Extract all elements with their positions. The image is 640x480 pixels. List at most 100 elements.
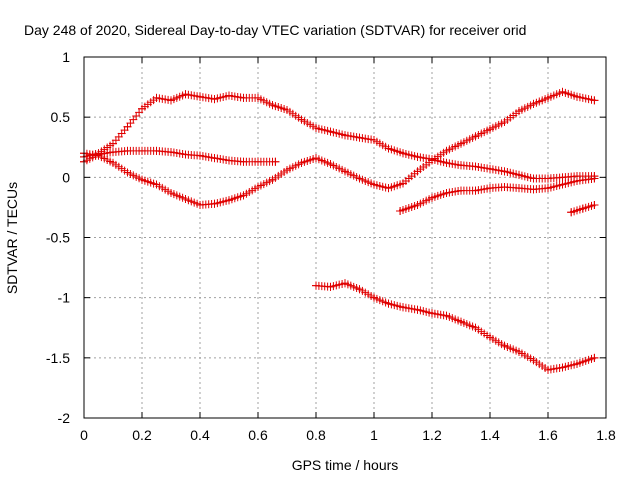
data-point bbox=[239, 191, 248, 200]
data-point bbox=[471, 323, 480, 332]
y-tick-label: -0.5 bbox=[46, 230, 70, 246]
data-point bbox=[210, 95, 219, 104]
data-point bbox=[399, 303, 407, 312]
data-point bbox=[138, 104, 146, 113]
data-point bbox=[196, 92, 204, 101]
data-point bbox=[442, 146, 451, 155]
data-point bbox=[254, 182, 262, 191]
data-point bbox=[268, 101, 277, 110]
data-point bbox=[500, 167, 509, 176]
data-point bbox=[138, 175, 146, 184]
data-point bbox=[442, 158, 451, 167]
data-point bbox=[254, 93, 262, 102]
data-point bbox=[457, 317, 465, 326]
y-tick-label: 1 bbox=[62, 49, 70, 65]
series-markers bbox=[80, 87, 599, 210]
data-point bbox=[500, 117, 509, 126]
data-point bbox=[225, 196, 233, 205]
data-point bbox=[413, 305, 422, 314]
data-point bbox=[138, 146, 146, 155]
data-point bbox=[486, 164, 494, 173]
data-point bbox=[567, 208, 576, 217]
data-point bbox=[442, 311, 451, 320]
data-point bbox=[529, 356, 538, 365]
data-point bbox=[370, 293, 378, 302]
data-point bbox=[515, 347, 523, 356]
x-tick-label: 1 bbox=[370, 427, 378, 443]
y-tick-label: -1.5 bbox=[46, 350, 70, 366]
data-point bbox=[109, 158, 117, 167]
data-point bbox=[370, 136, 378, 145]
data-point bbox=[167, 188, 175, 197]
data-point bbox=[326, 160, 335, 169]
data-point bbox=[428, 309, 436, 318]
data-point bbox=[355, 285, 364, 294]
data-point bbox=[109, 148, 117, 157]
data-point bbox=[544, 93, 552, 102]
data-point bbox=[239, 93, 248, 102]
data-point bbox=[471, 132, 480, 141]
data-point bbox=[457, 139, 465, 148]
data-point bbox=[573, 359, 581, 368]
series-rising-segment bbox=[396, 174, 599, 216]
data-point bbox=[486, 333, 494, 342]
data-point bbox=[500, 182, 509, 191]
series-markers bbox=[396, 174, 599, 216]
data-point bbox=[167, 148, 175, 157]
data-point bbox=[573, 176, 581, 185]
data-point bbox=[167, 96, 175, 105]
data-point bbox=[529, 174, 538, 183]
data-point bbox=[590, 174, 599, 183]
x-axis-label: GPS time / hours bbox=[292, 457, 399, 473]
data-point bbox=[486, 184, 494, 193]
data-point bbox=[123, 168, 132, 177]
chart-title: Day 248 of 2020, Sidereal Day-to-day VTE… bbox=[24, 22, 526, 38]
data-point bbox=[529, 99, 538, 108]
data-point bbox=[384, 299, 393, 308]
data-point bbox=[210, 199, 219, 208]
x-tick-label: 1.8 bbox=[596, 427, 616, 443]
x-tick-label: 0.8 bbox=[306, 427, 326, 443]
data-point bbox=[341, 131, 349, 140]
data-point bbox=[152, 180, 161, 189]
x-tick-label: 0 bbox=[80, 427, 88, 443]
x-tick-label: 0.4 bbox=[190, 427, 210, 443]
series-end-segment bbox=[567, 201, 599, 217]
data-point bbox=[225, 91, 233, 100]
data-point bbox=[370, 180, 378, 189]
data-point bbox=[312, 154, 320, 163]
data-point bbox=[471, 162, 480, 171]
data-point bbox=[196, 151, 204, 160]
data-point bbox=[123, 146, 132, 155]
data-point bbox=[152, 93, 161, 102]
data-point bbox=[109, 139, 117, 148]
data-point bbox=[428, 156, 436, 165]
data-point bbox=[297, 158, 306, 167]
data-point bbox=[326, 127, 335, 136]
data-point bbox=[515, 184, 523, 193]
data-point bbox=[544, 365, 552, 374]
data-point bbox=[428, 193, 436, 202]
data-point bbox=[529, 185, 538, 194]
grid-lines bbox=[84, 57, 606, 418]
x-tick-label: 0.2 bbox=[132, 427, 152, 443]
x-tick-label: 1.2 bbox=[422, 427, 442, 443]
plot-frame bbox=[83, 56, 607, 419]
data-point bbox=[471, 186, 480, 195]
data-point bbox=[271, 157, 280, 166]
data-point bbox=[341, 279, 349, 288]
x-tick-label: 1.4 bbox=[480, 427, 500, 443]
data-point bbox=[515, 170, 523, 179]
data-point bbox=[413, 152, 422, 161]
data-point bbox=[544, 174, 552, 183]
data-point bbox=[413, 167, 422, 176]
data-point bbox=[312, 123, 320, 132]
axis-ticks: 0 0.2 0.4 0.6 0.8 1 1.2 1.4 1.6 1.8 1 0.5 0 -0.5 -1 -1.… bbox=[46, 49, 616, 443]
data-point bbox=[326, 282, 335, 291]
data-point bbox=[181, 194, 190, 203]
data-point bbox=[210, 154, 219, 163]
x-tick-label: 0.6 bbox=[248, 427, 268, 443]
series-dip-wave bbox=[80, 87, 599, 210]
data-point bbox=[396, 207, 405, 216]
y-tick-label: -1 bbox=[58, 290, 71, 306]
